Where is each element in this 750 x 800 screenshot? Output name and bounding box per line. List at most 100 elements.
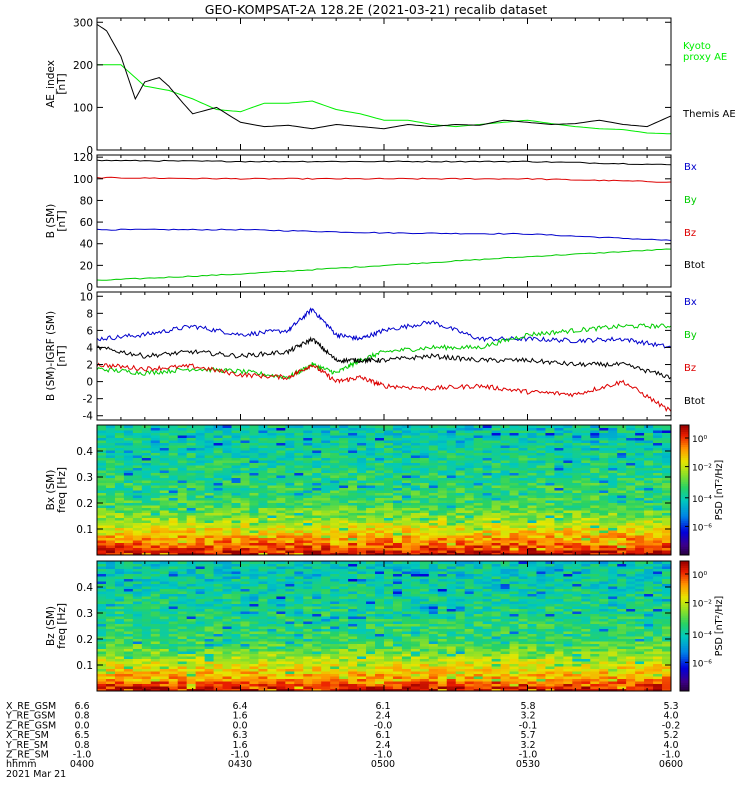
spectrogram-cell	[258, 683, 268, 687]
y-tick-label: 0	[86, 145, 93, 157]
spectrogram-cell	[204, 537, 215, 541]
spectrogram-cell	[464, 467, 475, 471]
spectrogram-cell	[123, 465, 134, 468]
spectrogram-cell	[222, 673, 233, 677]
spectrogram-cell	[635, 507, 645, 511]
spectrogram-cell	[240, 520, 250, 523]
spectrogram-cell	[617, 450, 627, 453]
spectrogram-cell	[159, 638, 170, 642]
spectrogram-cell	[321, 487, 331, 491]
spectrogram-cell	[590, 500, 600, 503]
spectrogram-cell	[572, 552, 582, 556]
spectrogram-cell	[213, 653, 224, 657]
colorbar-segment	[680, 500, 689, 504]
spectrogram-cell	[168, 616, 179, 619]
spectrogram-cell	[330, 470, 340, 473]
spectrogram-cell	[213, 512, 224, 516]
spectrogram-cell	[401, 475, 412, 478]
spectrogram-cell	[446, 532, 457, 536]
spectrogram-cell	[662, 492, 672, 496]
spectrogram-cell	[599, 432, 609, 436]
spectrogram-cell	[321, 500, 331, 503]
spectrogram-cell	[446, 457, 457, 461]
spectrogram-cell	[653, 492, 663, 496]
spectrogram-cell	[258, 452, 268, 456]
spectrogram-cell	[249, 522, 259, 526]
spectrogram-cell	[141, 678, 152, 682]
spectrogram-cell	[123, 552, 134, 556]
spectrogram-cell	[428, 437, 439, 441]
spectrogram-cell	[231, 603, 241, 607]
spectrogram-cell	[590, 505, 600, 508]
spectrogram-cell	[186, 477, 197, 481]
spectrogram-cell	[114, 525, 125, 528]
spectrogram-cell	[204, 435, 215, 438]
spectrogram-cell	[653, 452, 663, 456]
spectrogram-cell	[222, 535, 233, 538]
spectrogram-cell	[222, 505, 233, 508]
spectrogram-cell	[168, 628, 179, 632]
spectrogram-cell	[527, 517, 537, 521]
spectrogram-cell	[150, 465, 161, 468]
spectrogram-cell	[222, 666, 233, 669]
spectrogram-cell	[626, 437, 636, 441]
spectrogram-cell	[590, 492, 600, 496]
spectrogram-cell	[312, 487, 322, 491]
spectrogram-cell	[249, 686, 259, 689]
spectrogram-cell	[213, 467, 224, 471]
spectrogram-cell	[213, 485, 224, 488]
spectrogram-cell	[339, 487, 349, 491]
spectrogram-cell	[213, 676, 224, 679]
spectrogram-cell	[150, 447, 161, 451]
spectrogram-cell	[330, 432, 340, 436]
spectrogram-cell	[150, 616, 161, 619]
spectrogram-cell	[410, 467, 421, 471]
spectrogram-cell	[563, 517, 573, 521]
spectrogram-cell	[123, 658, 134, 662]
spectrogram-cell	[653, 430, 663, 433]
spectrogram-cell	[536, 527, 546, 531]
spectrogram-cell	[258, 512, 268, 516]
spectrogram-cell	[563, 487, 573, 491]
spectrogram-cell	[392, 430, 403, 433]
spectrogram-cell	[267, 447, 277, 451]
spectrogram-cell	[204, 658, 215, 662]
spectrogram-cell	[644, 532, 654, 536]
spectrogram-cell	[222, 591, 233, 594]
spectrogram-cell	[500, 460, 511, 463]
spectrogram-cell	[545, 450, 555, 453]
spectrogram-cell	[276, 552, 286, 556]
spectrogram-cell	[339, 532, 349, 536]
spectrogram-cell	[294, 618, 304, 622]
spectrogram-cell	[419, 532, 430, 536]
spectrogram-cell	[276, 611, 286, 614]
spectrogram-cell	[662, 502, 672, 506]
spectrogram-cell	[231, 512, 241, 516]
spectrogram-cell	[554, 482, 564, 486]
spectrogram-cell	[428, 475, 439, 478]
spectrogram-cell	[599, 497, 609, 501]
spectrogram-cell	[195, 593, 206, 597]
spectrogram-cell	[213, 588, 224, 592]
spectrogram-cell	[375, 475, 385, 478]
spectrogram-cell	[195, 457, 206, 461]
spectrogram-cell	[491, 540, 502, 543]
spectrogram-cell	[267, 606, 277, 609]
spectrogram-cell	[392, 540, 403, 543]
spectrogram-cell	[321, 505, 331, 508]
spectrogram-cell	[231, 535, 241, 538]
spectrogram-cell	[204, 571, 215, 574]
spectrogram-cell	[294, 527, 304, 531]
spectrogram-cell	[240, 661, 250, 664]
spectrogram-cell	[608, 490, 618, 493]
spectrogram-cell	[482, 537, 493, 541]
spectrogram-cell	[231, 502, 241, 506]
spectrogram-cell	[267, 613, 277, 617]
spectrogram-cell	[392, 530, 403, 533]
spectrogram-cell	[401, 450, 412, 453]
spectrogram-cell	[276, 573, 286, 577]
spectrogram-cell	[97, 578, 107, 582]
spectrogram-cell	[285, 591, 295, 594]
spectrogram-cell	[563, 502, 573, 506]
spectrogram-cell	[276, 537, 286, 541]
